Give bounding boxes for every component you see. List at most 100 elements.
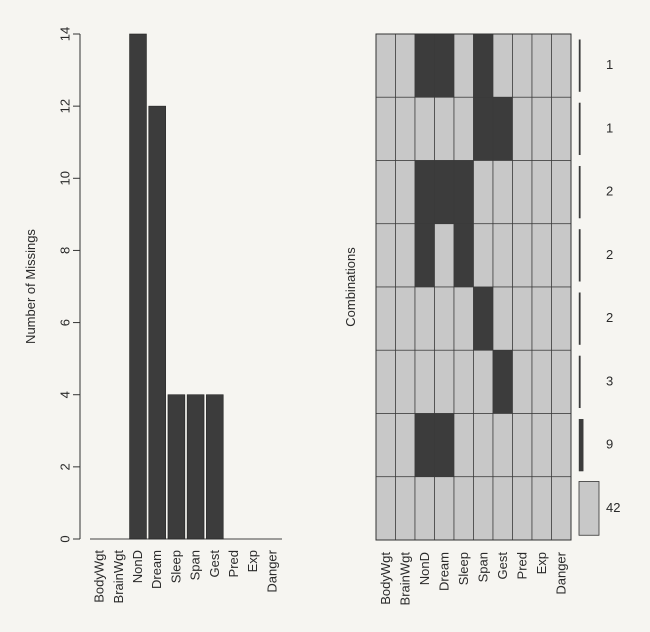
cell-observed xyxy=(473,349,494,414)
x-column-label: BodyWgt xyxy=(378,552,393,605)
cell-observed xyxy=(551,476,572,541)
y-tick-label: 0 xyxy=(57,535,72,542)
cell-observed xyxy=(492,160,513,225)
cell-observed xyxy=(395,96,416,161)
cell-observed xyxy=(375,413,396,478)
combination-frequency-bar xyxy=(578,481,600,536)
combination-frequency-bar xyxy=(578,165,581,219)
cell-observed xyxy=(395,33,416,98)
cell-observed xyxy=(395,286,416,351)
cell-observed xyxy=(531,160,552,225)
cell-observed xyxy=(531,349,552,414)
combination-frequency-bar xyxy=(578,355,581,409)
x-column-label: Dream xyxy=(436,552,451,591)
x-column-label: Danger xyxy=(553,551,568,594)
cell-observed xyxy=(492,33,513,98)
combination-count-label: 2 xyxy=(606,184,613,199)
x-category-label: Gest xyxy=(207,550,222,578)
cell-observed xyxy=(395,160,416,225)
cell-observed xyxy=(551,160,572,225)
cell-observed xyxy=(395,413,416,478)
combination-frequency-bar xyxy=(578,39,581,92)
cell-observed xyxy=(434,223,455,288)
cell-observed xyxy=(395,349,416,414)
cell-observed xyxy=(551,413,572,478)
cell-observed xyxy=(531,476,552,541)
y-tick-label: 14 xyxy=(57,27,72,41)
y-tick-label: 2 xyxy=(57,463,72,470)
x-category-label: BodyWgt xyxy=(92,550,107,603)
cell-missing xyxy=(473,33,494,98)
cell-observed xyxy=(551,349,572,414)
combination-frequency-bar xyxy=(578,229,581,282)
x-column-label: Pred xyxy=(514,552,529,579)
cell-observed xyxy=(453,476,474,541)
cell-missing xyxy=(492,96,513,161)
x-column-label: BrainWgt xyxy=(397,552,412,606)
cell-observed xyxy=(375,160,396,225)
missing-combinations-heatmap: Combinations BodyWgt BrainWgt NonD Dream Slee… xyxy=(343,33,620,606)
cell-observed xyxy=(512,96,533,161)
cell-observed xyxy=(414,96,435,161)
bar xyxy=(206,394,224,540)
x-category-label: Sleep xyxy=(168,550,183,583)
cell-observed xyxy=(512,286,533,351)
cell-observed xyxy=(473,476,494,541)
x-column-label: Span xyxy=(475,552,490,582)
missing-counts-bar-chart: 0 2 4 6 8 10 12 14 Number of Missings BodyWgt Brai… xyxy=(23,27,282,603)
cell-observed xyxy=(473,413,494,478)
cell-observed xyxy=(395,476,416,541)
cell-observed xyxy=(492,413,513,478)
cell-observed xyxy=(531,286,552,351)
cell-observed xyxy=(414,349,435,414)
cell-observed xyxy=(434,349,455,414)
combination-count-label: 2 xyxy=(606,310,613,325)
cell-observed xyxy=(512,223,533,288)
x-category-label: NonD xyxy=(130,550,145,583)
cell-observed xyxy=(453,349,474,414)
combination-count-label: 1 xyxy=(606,120,613,135)
x-category-label: Exp xyxy=(245,550,260,572)
cell-observed xyxy=(512,33,533,98)
cell-missing xyxy=(414,223,435,288)
cell-missing xyxy=(453,223,474,288)
cell-observed xyxy=(492,286,513,351)
cell-observed xyxy=(414,286,435,351)
cell-missing xyxy=(414,413,435,478)
cell-observed xyxy=(473,223,494,288)
combination-count-label: 1 xyxy=(606,57,613,72)
cell-observed xyxy=(512,349,533,414)
cell-observed xyxy=(551,286,572,351)
cell-observed xyxy=(453,96,474,161)
combination-count-label: 3 xyxy=(606,373,613,388)
cell-observed xyxy=(551,33,572,98)
cell-observed xyxy=(375,476,396,541)
cell-observed xyxy=(473,160,494,225)
combination-count-label: 9 xyxy=(606,437,613,452)
cell-observed xyxy=(492,223,513,288)
cell-observed xyxy=(551,96,572,161)
cell-missing xyxy=(492,349,513,414)
cell-missing xyxy=(434,33,455,98)
combination-frequency-bar xyxy=(578,292,581,345)
cell-observed xyxy=(375,286,396,351)
combination-frequency-bar xyxy=(578,102,581,156)
bar xyxy=(148,105,166,540)
cell-missing xyxy=(414,33,435,98)
bar xyxy=(167,394,186,540)
cell-missing xyxy=(473,96,494,161)
y-tick-label: 4 xyxy=(57,391,72,398)
cell-observed xyxy=(375,349,396,414)
cell-observed xyxy=(414,476,435,541)
combination-count-label: 2 xyxy=(606,247,613,262)
x-column-label: Exp xyxy=(534,552,549,574)
cell-observed xyxy=(453,286,474,351)
x-column-label: Sleep xyxy=(456,552,471,585)
cell-observed xyxy=(512,160,533,225)
y-tick-label: 12 xyxy=(57,99,72,113)
x-category-label: Pred xyxy=(226,550,241,577)
cell-observed xyxy=(375,223,396,288)
cell-observed xyxy=(551,223,572,288)
bar xyxy=(186,394,205,540)
